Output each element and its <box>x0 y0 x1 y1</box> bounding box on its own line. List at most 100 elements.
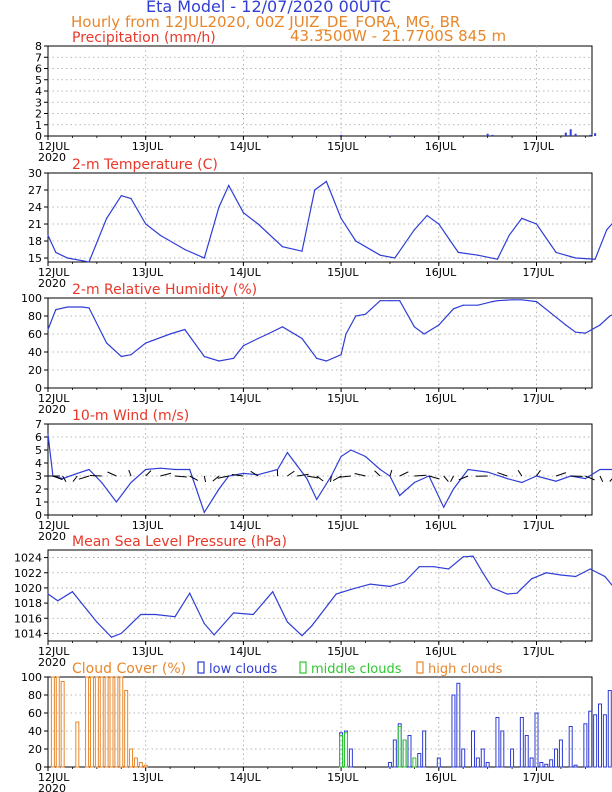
panel-2-data-point <box>130 354 132 356</box>
panel-2-xtick-label: 13JUL <box>132 392 164 405</box>
chart-main-title: Eta Model - 12/07/2020 00UTC <box>146 0 391 16</box>
panel-3-ytick-label: 0 <box>35 509 42 522</box>
wind-direction-arrow <box>339 475 351 478</box>
panel-3-xtick-label: 12JUL <box>38 519 70 532</box>
panel-2-data-point <box>413 326 415 328</box>
cloud-bar-low-clouds <box>407 735 412 768</box>
wind-direction-arrow <box>217 475 229 479</box>
panel-4-data-point <box>252 613 254 616</box>
cloud-bar-low-clouds <box>480 748 485 768</box>
panel-2-data-point <box>345 333 347 335</box>
cloud-bar-high-clouds <box>133 757 138 768</box>
panel-3-data-point <box>350 449 352 451</box>
panel-4-data-point <box>433 566 435 568</box>
wind-direction-arrow <box>107 471 117 477</box>
panel-5-xtick-label: 17JUL <box>523 771 555 784</box>
panel-4-data-point <box>482 572 484 574</box>
panel-5-ytick-label: 100 <box>21 671 42 684</box>
cloud-bar-low-clouds <box>568 726 573 768</box>
panel-1-data-point <box>355 240 357 242</box>
panel-1-ytick-label: 27 <box>28 184 42 197</box>
cloud-bar-low-clouds <box>602 714 607 768</box>
wind-direction-arrow <box>160 472 172 477</box>
panel-3-data-point <box>218 488 220 490</box>
panel-1-xtick-label: 17JUL <box>523 266 555 279</box>
panel-0-xtick-label: 16JUL <box>425 140 457 153</box>
panel-4-data-point <box>71 591 74 593</box>
panel-2-data-point <box>584 332 586 334</box>
panel-1-data-point <box>457 251 459 253</box>
panel-3-data-point <box>174 468 176 471</box>
cloud-bar-high-clouds <box>114 676 119 768</box>
panel-5-xtick-label: 13JUL <box>132 771 164 784</box>
cloud-bar-low-clouds <box>558 739 563 768</box>
wind-direction-arrow <box>329 475 332 483</box>
panel-0-xtick-label: 15JUL <box>327 140 359 153</box>
panel-3-data-point <box>316 498 318 500</box>
wind-direction-arrow <box>72 475 78 482</box>
panel-4-data-point <box>301 635 303 637</box>
panel-4-data-point <box>491 587 494 589</box>
panel-2-xtick-label: 16JUL <box>425 392 457 405</box>
legend-label-low-clouds: low clouds <box>209 662 278 677</box>
panel-3-data-point <box>257 474 259 476</box>
cloud-bar-low-clouds <box>475 757 480 768</box>
panel-1-data-point <box>47 234 49 236</box>
cloud-bar-low-clouds <box>417 753 422 768</box>
panel-3-data-point <box>242 472 244 474</box>
panel-4-data-point <box>531 578 533 580</box>
panel-4-data-point <box>389 585 391 588</box>
panel-3-ytick-label: 1 <box>35 496 42 509</box>
panel-1-data-point <box>394 257 396 259</box>
panel-4-ytick-label: 1016 <box>14 612 42 625</box>
wind-direction-arrow <box>231 473 244 477</box>
precip-bar <box>569 129 572 136</box>
panel-4-series-line <box>47 555 612 638</box>
panel-0-ytick-label: 6 <box>35 63 42 76</box>
panel-1-ytick-label: 21 <box>28 218 42 231</box>
precip-bar <box>491 134 494 136</box>
panel-3-xtick-label: 14JUL <box>229 519 261 532</box>
panel-1-ytick-label: 24 <box>28 201 42 214</box>
panel-4-title: Mean Sea Level Pressure (hPa) <box>72 534 287 550</box>
panel-1-data-point <box>301 250 303 252</box>
panel-4-data-point <box>589 568 591 570</box>
cloud-bar-low-clouds <box>451 694 456 768</box>
panel-5-ytick-label: 40 <box>28 725 42 738</box>
panel-1-data-point <box>120 195 122 197</box>
wind-direction-arrow <box>89 474 102 477</box>
cloud-bar-high-clouds <box>99 676 104 768</box>
cloud-bar-middle-clouds <box>412 757 417 768</box>
wind-direction-arrow <box>212 475 220 482</box>
panel-1-data-point <box>159 234 161 236</box>
cloud-bar-low-clouds <box>392 739 397 768</box>
wind-direction-arrow <box>250 470 259 477</box>
cloud-bar-low-clouds <box>539 762 544 768</box>
panel-4-data-point <box>369 583 372 585</box>
panel-1-data-point <box>228 184 230 187</box>
panel-2-data-point <box>491 301 494 303</box>
cloud-bar-low-clouds <box>436 757 441 768</box>
panel-3-data-point <box>159 467 161 469</box>
cloud-bar-middle-clouds <box>343 732 348 768</box>
panel-4-data-point <box>140 613 142 616</box>
wind-direction-arrow <box>297 473 309 477</box>
panel-2-title: 2-m Relative Humidity (%) <box>72 282 257 298</box>
panel-1-data-point <box>438 223 440 225</box>
panel-4-ytick-label: 1020 <box>14 582 42 595</box>
panel-1-series-line <box>47 180 612 263</box>
panel-3-data-point <box>203 511 205 513</box>
wind-direction-arrow <box>450 475 454 483</box>
cloud-bar-low-clouds <box>461 748 466 768</box>
panel-2-data-point <box>120 355 122 358</box>
panel-4-ytick-label: 1024 <box>14 552 42 565</box>
panel-3-data-point <box>487 471 489 473</box>
panel-5-title: Cloud Cover (%) <box>72 661 186 677</box>
panel-4-data-point <box>203 622 205 625</box>
panel-1-ytick-label: 15 <box>28 252 42 265</box>
panel-3-data-point <box>506 478 508 480</box>
wind-direction-arrow <box>414 474 427 477</box>
precip-bar <box>388 135 391 136</box>
panel-2-data-point <box>452 308 455 310</box>
panel-0-ytick-label: 7 <box>35 51 42 64</box>
